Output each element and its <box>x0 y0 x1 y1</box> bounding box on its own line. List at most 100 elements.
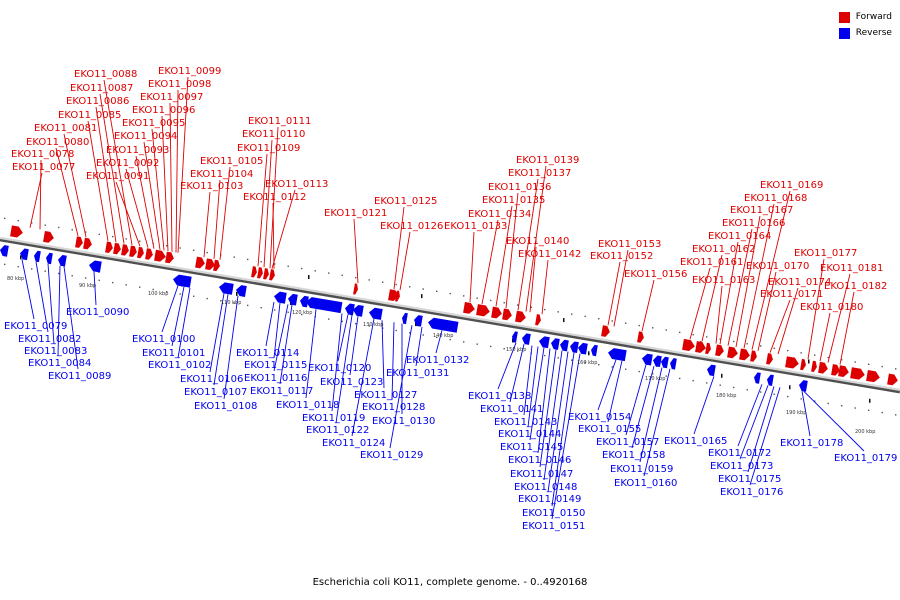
reverse-connector <box>331 313 343 412</box>
forward-connector <box>219 166 231 260</box>
reverse-connector <box>801 391 811 437</box>
reverse-connector <box>529 347 545 441</box>
gene-label: EKO11_0081 <box>34 123 97 134</box>
tick-label: 120 kbp <box>292 310 312 316</box>
minor-dot-upper <box>44 224 46 226</box>
forward-gene-arrow <box>818 361 828 374</box>
reverse-swatch <box>838 27 850 39</box>
reverse-gene-arrow <box>551 338 560 350</box>
gene-label: EKO11_0124 <box>322 438 385 449</box>
minor-dot-upper <box>395 283 397 286</box>
gene-label: EKO11_0158 <box>602 450 665 461</box>
minor-dot-lower <box>706 382 708 384</box>
minor-dot-lower <box>625 368 627 370</box>
gene-label: EKO11_0179 <box>834 453 897 464</box>
forward-gene-arrow <box>491 306 502 319</box>
minor-dot-upper <box>503 302 505 304</box>
minor-dot-upper <box>179 247 181 249</box>
minor-dot-lower <box>409 332 411 334</box>
forward-connector <box>175 89 179 253</box>
minor-dot-upper <box>706 336 708 338</box>
gene-features <box>0 225 898 392</box>
minor-dot-lower <box>287 311 289 313</box>
gene-label: EKO11_0167 <box>730 205 793 216</box>
forward-connector <box>87 120 109 241</box>
major-tick-mark-bottom <box>869 398 871 403</box>
forward-connector <box>807 258 825 360</box>
forward-gene-arrow <box>831 364 840 376</box>
reverse-gene-arrow <box>799 380 808 392</box>
forward-gene-arrow <box>766 353 773 365</box>
legend-forward-label: Forward <box>855 12 892 22</box>
minor-dot-upper <box>692 333 694 336</box>
reverse-connector <box>265 301 275 347</box>
minor-dot-lower <box>58 272 60 275</box>
forward-connector <box>719 241 739 345</box>
reverse-connector <box>551 352 575 507</box>
gene-label: EKO11_0149 <box>518 494 581 505</box>
forward-connector <box>269 126 279 269</box>
minor-dot-upper <box>773 347 775 350</box>
forward-gene-arrow <box>705 342 711 355</box>
reverse-gene-arrow <box>173 274 192 288</box>
gene-label: EKO11_0121 <box>324 208 387 219</box>
gene-label: EKO11_0095 <box>122 118 185 129</box>
forward-connector <box>769 299 791 353</box>
gene-label: EKO11_0154 <box>568 412 631 423</box>
gene-label: EKO11_0155 <box>578 424 641 435</box>
minor-dot-upper <box>814 354 816 356</box>
reverse-connector <box>223 295 239 400</box>
forward-gene-arrow <box>515 310 526 323</box>
tick-label: 100 kbp <box>148 291 168 297</box>
minor-dot-upper <box>584 315 586 318</box>
forward-connector <box>95 106 117 243</box>
gene-label: EKO11_0142 <box>518 249 581 260</box>
reverse-connector <box>177 287 191 359</box>
gene-label: EKO11_0099 <box>158 66 221 77</box>
gene-label: EKO11_0085 <box>58 110 121 121</box>
minor-dot-upper <box>787 349 789 352</box>
forward-gene-arrow <box>129 245 137 258</box>
gene-label: EKO11_0177 <box>794 248 857 259</box>
minor-dot-lower <box>139 286 141 288</box>
gene-label: EKO11_0111 <box>248 116 311 127</box>
reverse-gene-arrow <box>767 374 774 386</box>
reverse-gene-arrow <box>754 372 761 384</box>
forward-connector <box>203 191 211 258</box>
major-tick-mark-top <box>421 294 423 299</box>
genome-axis <box>0 236 900 394</box>
gene-label: EKO11_0107 <box>184 387 247 398</box>
gene-label: EKO11_0144 <box>498 429 561 440</box>
gene-label: EKO11_0126 <box>380 221 443 232</box>
reverse-connector <box>161 285 179 333</box>
minor-dot-upper <box>679 331 681 334</box>
reverse-gene-arrow <box>570 341 579 354</box>
tick-label: 110 kbp <box>221 300 241 306</box>
reverse-gene-arrow <box>642 353 653 366</box>
gene-label: EKO11_0135 <box>482 195 545 206</box>
reverse-gene-arrow <box>288 293 298 306</box>
gene-label: EKO11_0164 <box>708 231 771 242</box>
forward-swatch <box>838 11 850 23</box>
reverse-connector <box>737 384 763 447</box>
gene-label: EKO11_0131 <box>386 368 449 379</box>
forward-connector <box>55 147 79 236</box>
forward-connector <box>525 165 547 312</box>
forward-gene-arrow <box>727 346 738 359</box>
reverse-connector <box>381 320 385 389</box>
reverse-gene-arrow <box>512 331 518 343</box>
forward-connector <box>399 231 411 291</box>
minor-dot-upper <box>422 288 424 290</box>
reverse-connector <box>523 345 533 416</box>
gene-label: EKO11_0128 <box>362 402 425 413</box>
forward-connector <box>353 218 359 284</box>
reverse-gene-arrow <box>591 344 598 357</box>
gene-label: EKO11_0116 <box>244 373 307 384</box>
forward-gene-arrow <box>637 331 644 343</box>
minor-dot-lower <box>422 334 424 336</box>
forward-connector <box>751 190 791 350</box>
axis-top-band <box>0 236 900 391</box>
minor-dot-upper <box>611 320 613 322</box>
gene-label: EKO11_0145 <box>500 442 563 453</box>
forward-gene-arrow <box>137 246 144 259</box>
